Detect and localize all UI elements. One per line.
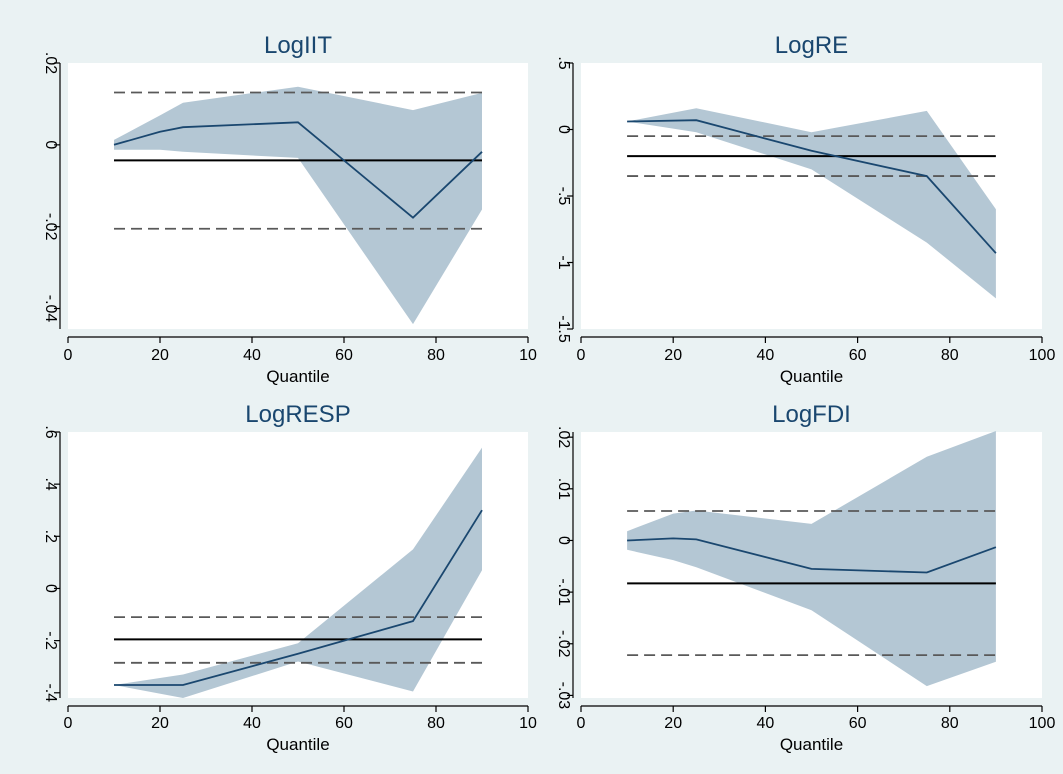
- panel-title: LogIIT: [264, 32, 332, 59]
- x-tick-label: 40: [757, 347, 775, 364]
- x-tick-label: 10: [519, 715, 537, 732]
- x-tick-label: 0: [577, 715, 586, 732]
- y-tick-label: -.4: [42, 683, 59, 702]
- confidence-band: [114, 447, 482, 698]
- y-tick-label: .02: [42, 52, 59, 74]
- x-tick-label: 40: [243, 715, 261, 732]
- x-tick-label: 100: [1029, 715, 1056, 732]
- x-tick-label: 80: [427, 715, 445, 732]
- y-tick-label: -.2: [42, 631, 59, 650]
- x-tick-label: 40: [243, 347, 261, 364]
- panel-logresp: 0 20 40 60 80 10 -.4 -.2 0 .2 .4 .6 LogRESP Quantile: [42, 401, 537, 754]
- y-tick-label: .4: [42, 477, 59, 490]
- panel-logfdi: 0 20 40 60 80 100 -.03 -.02 -.01 0 .01 .02 LogFDI Qua…: [555, 401, 1055, 754]
- y-tick-label: .5: [555, 56, 572, 69]
- x-tick-label: 0: [577, 347, 586, 364]
- x-tick-label: 60: [849, 347, 867, 364]
- y-tick-label: 0: [555, 125, 572, 134]
- y-tick-label: .01: [555, 478, 572, 500]
- y-tick-label: -.01: [555, 578, 572, 606]
- y-tick-label: .6: [42, 425, 59, 438]
- x-tick-label: 20: [151, 347, 169, 364]
- x-tick-label: 40: [757, 715, 775, 732]
- y-tick-label: -.5: [555, 187, 572, 206]
- x-tick-label: 80: [941, 715, 959, 732]
- panel-title: LogRESP: [245, 401, 350, 428]
- panel-title: LogFDI: [772, 401, 851, 428]
- confidence-band: [114, 86, 482, 325]
- panel-title: LogRE: [775, 32, 848, 59]
- panel-logiit: 0 20 40 60 80 10 -.04 -.02 0 .02 LogIIT Quantile: [42, 32, 537, 386]
- y-tick-label: -1: [555, 255, 572, 269]
- chart-panels: 0 20 40 60 80 10 -.04 -.02 0 .02 LogIIT Quantile 0 20…: [42, 32, 1055, 754]
- x-tick-label: 80: [427, 347, 445, 364]
- y-tick-label: -.04: [42, 295, 59, 323]
- x-axis-label: Quantile: [266, 735, 329, 754]
- x-tick-label: 60: [335, 347, 353, 364]
- x-tick-label: 80: [941, 347, 959, 364]
- x-tick-label: 20: [664, 347, 682, 364]
- y-tick-label: -1.5: [555, 315, 572, 343]
- quantile-estimate-line: [627, 119, 997, 254]
- y-tick-label: 0: [42, 140, 59, 149]
- y-tick-label: 0: [42, 584, 59, 593]
- x-tick-label: 0: [64, 347, 73, 364]
- x-axis-label: Quantile: [780, 367, 843, 386]
- x-axis-label: Quantile: [780, 735, 843, 754]
- quantile-estimate-line: [627, 537, 997, 574]
- y-tick-label: .02: [555, 426, 572, 448]
- x-tick-label: 20: [664, 715, 682, 732]
- x-tick-label: 20: [151, 715, 169, 732]
- x-tick-label: 100: [1029, 347, 1056, 364]
- y-tick-label: -.02: [555, 630, 572, 658]
- panel-logre: 0 20 40 60 80 100 -1.5 -1 -.5 0 .5 LogRE Quantile: [555, 32, 1055, 386]
- x-tick-label: 10: [519, 347, 537, 364]
- x-tick-label: 60: [849, 715, 867, 732]
- y-tick-label: .2: [42, 530, 59, 543]
- y-tick-label: 0: [555, 536, 572, 545]
- y-tick-label: -.03: [555, 682, 572, 710]
- x-tick-label: 60: [335, 715, 353, 732]
- x-tick-label: 0: [64, 715, 73, 732]
- quantile-estimate-line: [113, 121, 483, 219]
- x-axis-label: Quantile: [266, 367, 329, 386]
- y-tick-label: -.02: [42, 213, 59, 241]
- confidence-band: [627, 431, 996, 687]
- quantile-estimate-line: [114, 509, 483, 686]
